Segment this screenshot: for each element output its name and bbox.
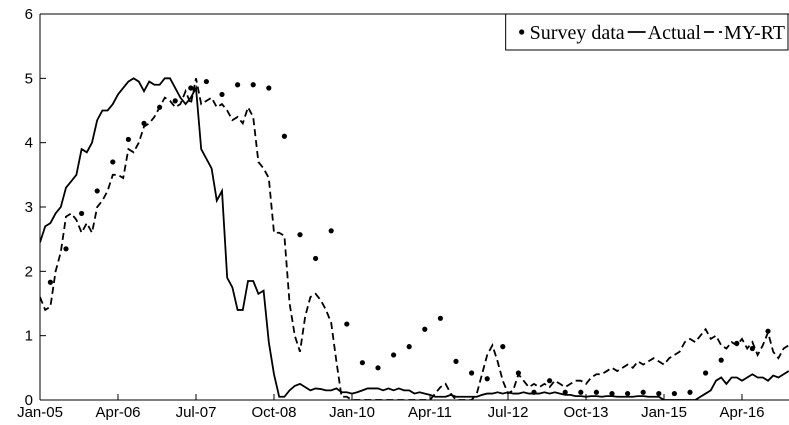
survey-dot xyxy=(640,389,646,395)
survey-dot xyxy=(406,344,412,350)
survey-dot xyxy=(593,389,600,395)
series-line xyxy=(40,77,789,400)
survey-dot xyxy=(219,91,225,98)
survey-dot xyxy=(79,210,85,217)
survey-dot xyxy=(359,360,365,366)
legend-label: Survey data xyxy=(530,22,625,44)
survey-dot xyxy=(375,365,381,371)
survey-dot xyxy=(281,133,287,139)
x-tick-label: Oct-13 xyxy=(563,404,608,421)
survey-dot xyxy=(718,357,724,363)
x-tick-label: Jan-10 xyxy=(329,404,375,421)
legend-label: Actual xyxy=(648,22,702,44)
legend: Survey data Actual MY-RT xyxy=(505,13,789,51)
survey-dot xyxy=(656,390,662,397)
survey-dot xyxy=(188,85,194,91)
survey-dot xyxy=(172,98,178,104)
x-tick-label: Jan-15 xyxy=(641,404,687,421)
legend-item: Actual xyxy=(627,22,702,44)
survey-dot xyxy=(203,78,209,85)
survey-dot xyxy=(266,85,272,91)
survey-dot xyxy=(422,326,428,332)
survey-dot xyxy=(94,188,100,194)
x-tick-label: Apr-06 xyxy=(95,404,140,421)
survey-dot xyxy=(235,82,241,88)
survey-dot xyxy=(578,389,584,395)
x-tick-label: Jan-05 xyxy=(17,404,63,421)
survey-dot xyxy=(63,246,69,252)
y-tick-label: 4 xyxy=(25,135,33,152)
legend-item: Survey data xyxy=(519,22,625,44)
y-tick-label: 5 xyxy=(25,70,33,87)
series-line xyxy=(40,78,789,400)
survey-dot xyxy=(687,389,693,395)
y-tick-label: 3 xyxy=(25,199,33,216)
survey-dot xyxy=(562,389,568,395)
survey-dot xyxy=(703,370,709,376)
survey-dot xyxy=(328,228,334,234)
survey-dot xyxy=(47,279,54,285)
survey-dot xyxy=(391,352,397,358)
survey-dot xyxy=(500,344,506,350)
survey-dot xyxy=(671,390,678,397)
axes: 0 1 2 3 4 5 6 Jan-05 Apr-06 Jul-07 Oct-08 Jan-10 Apr… xyxy=(17,6,789,421)
survey-dot xyxy=(453,358,459,364)
survey-dot xyxy=(250,82,256,88)
y-tick-label: 1 xyxy=(25,328,33,345)
x-tick-label: Jul-12 xyxy=(488,404,529,421)
x-tick-label: Jul-07 xyxy=(176,404,217,421)
survey-dot xyxy=(437,315,443,321)
survey-dot xyxy=(344,321,350,327)
survey-dot xyxy=(313,255,319,262)
x-tick-label: Apr-11 xyxy=(408,404,452,421)
survey-dot xyxy=(110,159,116,165)
survey-dot xyxy=(141,120,147,126)
survey-dot xyxy=(297,232,303,238)
x-tick-label: Apr-16 xyxy=(719,404,764,421)
legend-marker xyxy=(519,29,525,35)
plot-area xyxy=(40,77,789,400)
y-tick-label: 2 xyxy=(25,263,33,280)
y-tick-label: 0 xyxy=(25,392,33,409)
legend-box xyxy=(505,13,789,51)
survey-dot xyxy=(547,378,553,384)
legend-label: MY-RT xyxy=(724,22,785,44)
survey-dot xyxy=(125,136,131,143)
survey-dot xyxy=(609,390,615,397)
x-tick-label: Oct-08 xyxy=(251,404,296,421)
legend-item: MY-RT xyxy=(703,22,785,44)
survey-dot xyxy=(469,370,475,376)
survey-dot xyxy=(484,376,490,382)
y-tick-label: 6 xyxy=(25,6,33,23)
survey-dot xyxy=(625,390,631,397)
